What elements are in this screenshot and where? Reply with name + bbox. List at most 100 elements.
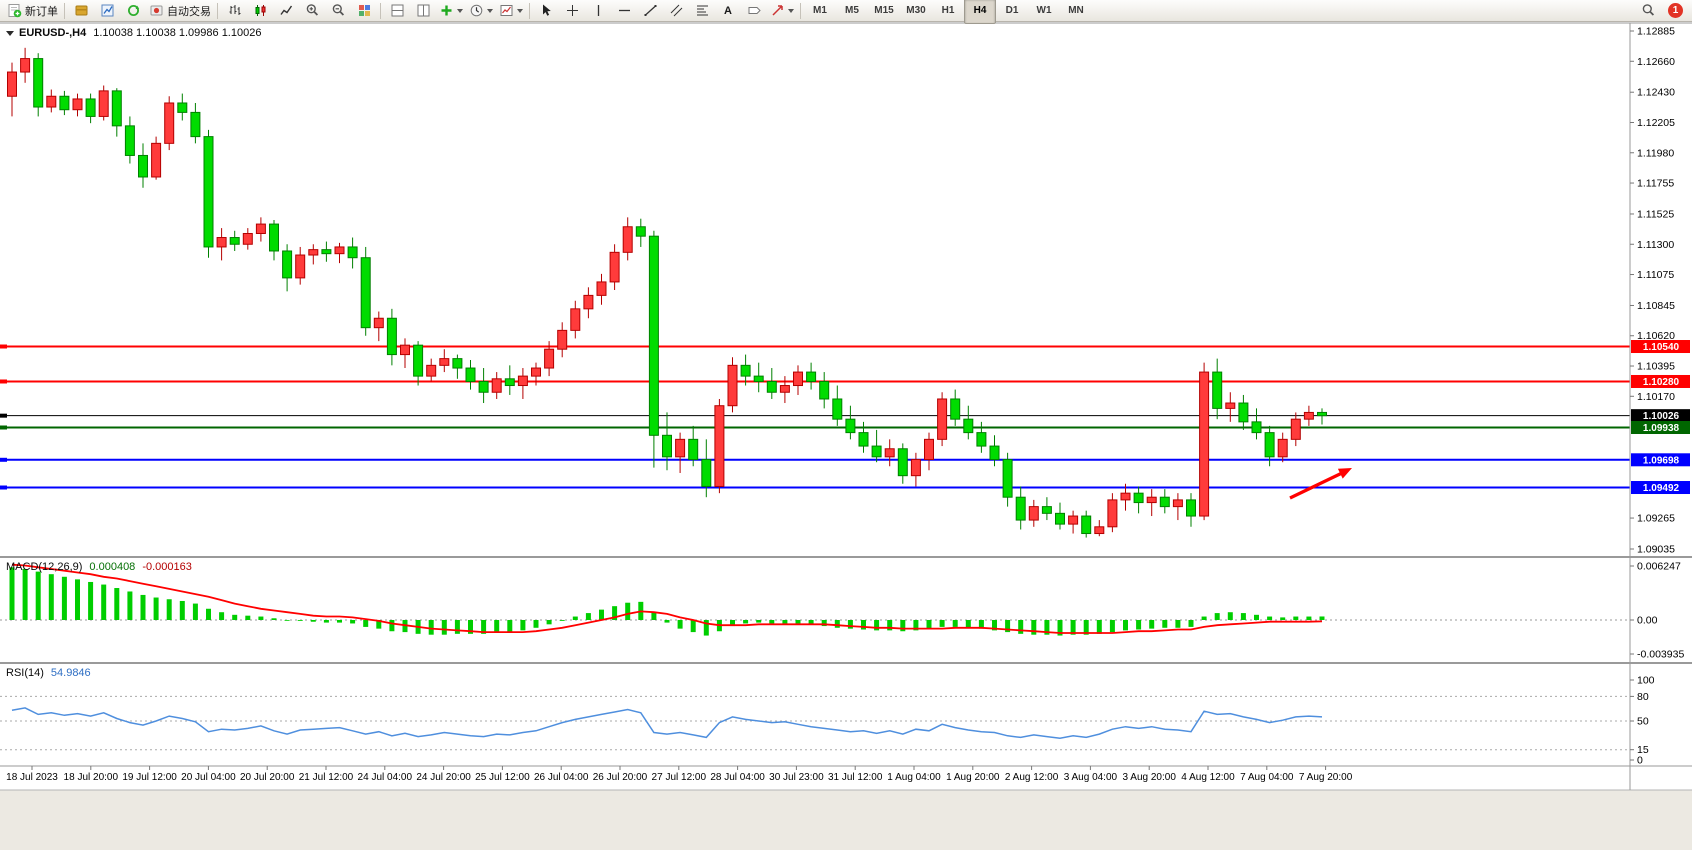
candlestick-mode-button[interactable] <box>247 0 273 22</box>
charts-button[interactable] <box>94 0 120 22</box>
timeframe-h1-button[interactable]: H1 <box>941 5 955 16</box>
timeframe-w1-button[interactable]: W1 <box>1036 5 1052 16</box>
time-axis[interactable]: 18 Jul 2023 18 Jul 20:00 19 Jul 12:00 20 Ju… <box>6 766 1353 783</box>
macd-histogram-bar <box>127 591 133 620</box>
candle-body <box>255 223 266 234</box>
macd-histogram-bar <box>1254 614 1259 620</box>
line-handle[interactable] <box>0 344 7 349</box>
timeframe-mn-button[interactable]: MN <box>1068 5 1084 16</box>
candle-body <box>779 385 790 393</box>
arrow-annotation[interactable] <box>1289 468 1352 500</box>
timeframe-m15-button[interactable]: M15 <box>874 5 894 16</box>
macd-histogram-bar <box>1083 620 1089 635</box>
chevron-down-icon <box>517 8 523 13</box>
candle-body <box>596 281 607 296</box>
candle-body <box>1317 411 1327 417</box>
line-handle[interactable] <box>0 413 7 418</box>
tile-windows-button[interactable] <box>351 0 377 22</box>
arrow-line[interactable] <box>1289 472 1342 500</box>
time-axis-label: 18 Jul 20:00 <box>64 772 119 783</box>
label-tool-button[interactable] <box>741 0 767 22</box>
zoom-out-button[interactable] <box>325 0 351 22</box>
time-axis-label: 3 Aug 20:00 <box>1123 772 1177 783</box>
line-handle[interactable] <box>0 379 7 384</box>
timeframe-m5-button[interactable]: M5 <box>845 5 859 16</box>
candle-body <box>478 380 489 393</box>
macd-histogram-bar <box>494 620 500 633</box>
timeframe-m30-button[interactable]: M30 <box>906 5 926 16</box>
add-indicator-button[interactable] <box>436 0 466 22</box>
candle-body <box>452 358 463 369</box>
line-chart-mode-button[interactable] <box>273 0 299 22</box>
timeframe-m1-button[interactable]: M1 <box>813 5 827 16</box>
price-tag-label: 1.10280 <box>1643 377 1680 388</box>
refresh-button[interactable] <box>120 0 146 22</box>
bar-chart-icon <box>229 5 240 15</box>
chart-menu-icon[interactable] <box>6 30 14 36</box>
macd-histogram-bar <box>861 620 866 630</box>
toolbar-separator <box>380 2 381 19</box>
clock-icon <box>470 4 483 17</box>
archive-button[interactable] <box>68 0 94 22</box>
cursor-tool-button[interactable] <box>533 0 559 22</box>
timeframe-h4-button[interactable]: H4 <box>964 0 996 24</box>
time-axis-label: 7 Aug 20:00 <box>1299 772 1353 783</box>
candle-body <box>1172 499 1183 508</box>
rsi-panel <box>0 695 1630 751</box>
trendline-tool-button[interactable] <box>637 0 663 22</box>
macd-histogram-bar <box>441 620 447 635</box>
price-axis-label: 1.11300 <box>1637 239 1674 251</box>
autotrading-button[interactable]: 自动交易 <box>146 0 214 22</box>
line-handle[interactable] <box>0 485 7 490</box>
price-axis-label: 1.11525 <box>1637 208 1674 220</box>
timeframe-d1-button[interactable]: D1 <box>1005 5 1019 16</box>
periods-button[interactable] <box>466 0 496 22</box>
candle-body <box>648 235 659 436</box>
macd-histogram-bar <box>61 576 67 620</box>
crosshair-tool-button[interactable] <box>559 0 585 22</box>
notification-badge[interactable]: 1 <box>1668 3 1683 18</box>
toolbar-separator <box>529 2 530 19</box>
macd-histogram-bar <box>481 620 487 634</box>
macd-histogram-bar <box>546 620 552 625</box>
text-tool-button[interactable]: A <box>715 0 741 22</box>
rsi-name: RSI(14) <box>6 667 44 679</box>
macd-histogram-bar <box>782 620 788 624</box>
candle-body <box>989 445 1000 461</box>
arrange-horizontal-button[interactable] <box>384 0 410 22</box>
price-tag <box>1631 340 1690 354</box>
arrows-tool-button[interactable] <box>767 0 797 22</box>
search-button[interactable] <box>1635 0 1661 22</box>
arrow-head[interactable] <box>1337 468 1352 479</box>
candle-body <box>203 136 214 248</box>
macd-histogram-bar <box>271 618 277 620</box>
line-handle[interactable] <box>0 457 7 462</box>
macd-histogram-bar <box>690 620 696 633</box>
time-axis-label: 26 Jul 20:00 <box>593 772 648 783</box>
price-axis[interactable]: 1.12885 1.12660 1.12430 1.12205 1.11980 1.117… <box>1630 26 1690 767</box>
macd-histogram-bar <box>1096 620 1102 634</box>
bar-chart-mode-button[interactable] <box>221 0 247 22</box>
candle-body <box>1251 421 1262 434</box>
line-chart-icon <box>279 5 292 15</box>
line-handle[interactable] <box>0 425 7 430</box>
horizontal-line-tool-button[interactable] <box>611 0 637 22</box>
candle-body <box>583 294 594 310</box>
macd-histogram-bar <box>101 584 107 620</box>
candle-body <box>386 317 397 356</box>
channel-tool-button[interactable] <box>663 0 689 22</box>
price-tag <box>1631 453 1690 467</box>
macd-histogram-bar <box>1031 620 1037 635</box>
templates-button[interactable] <box>496 0 526 22</box>
arrange-vertical-button[interactable] <box>410 0 436 22</box>
macd-histogram-bar <box>769 620 775 624</box>
price-axis-label: 1.12205 <box>1637 117 1675 129</box>
new-order-button[interactable]: 新订单 <box>4 0 61 22</box>
vertical-line-tool-button[interactable] <box>585 0 611 22</box>
macd-histogram-bar <box>743 620 749 624</box>
candle-body <box>491 378 502 393</box>
fibonacci-tool-button[interactable] <box>689 0 715 22</box>
zoom-in-button[interactable] <box>299 0 325 22</box>
macd-histogram-bar <box>1162 620 1168 628</box>
